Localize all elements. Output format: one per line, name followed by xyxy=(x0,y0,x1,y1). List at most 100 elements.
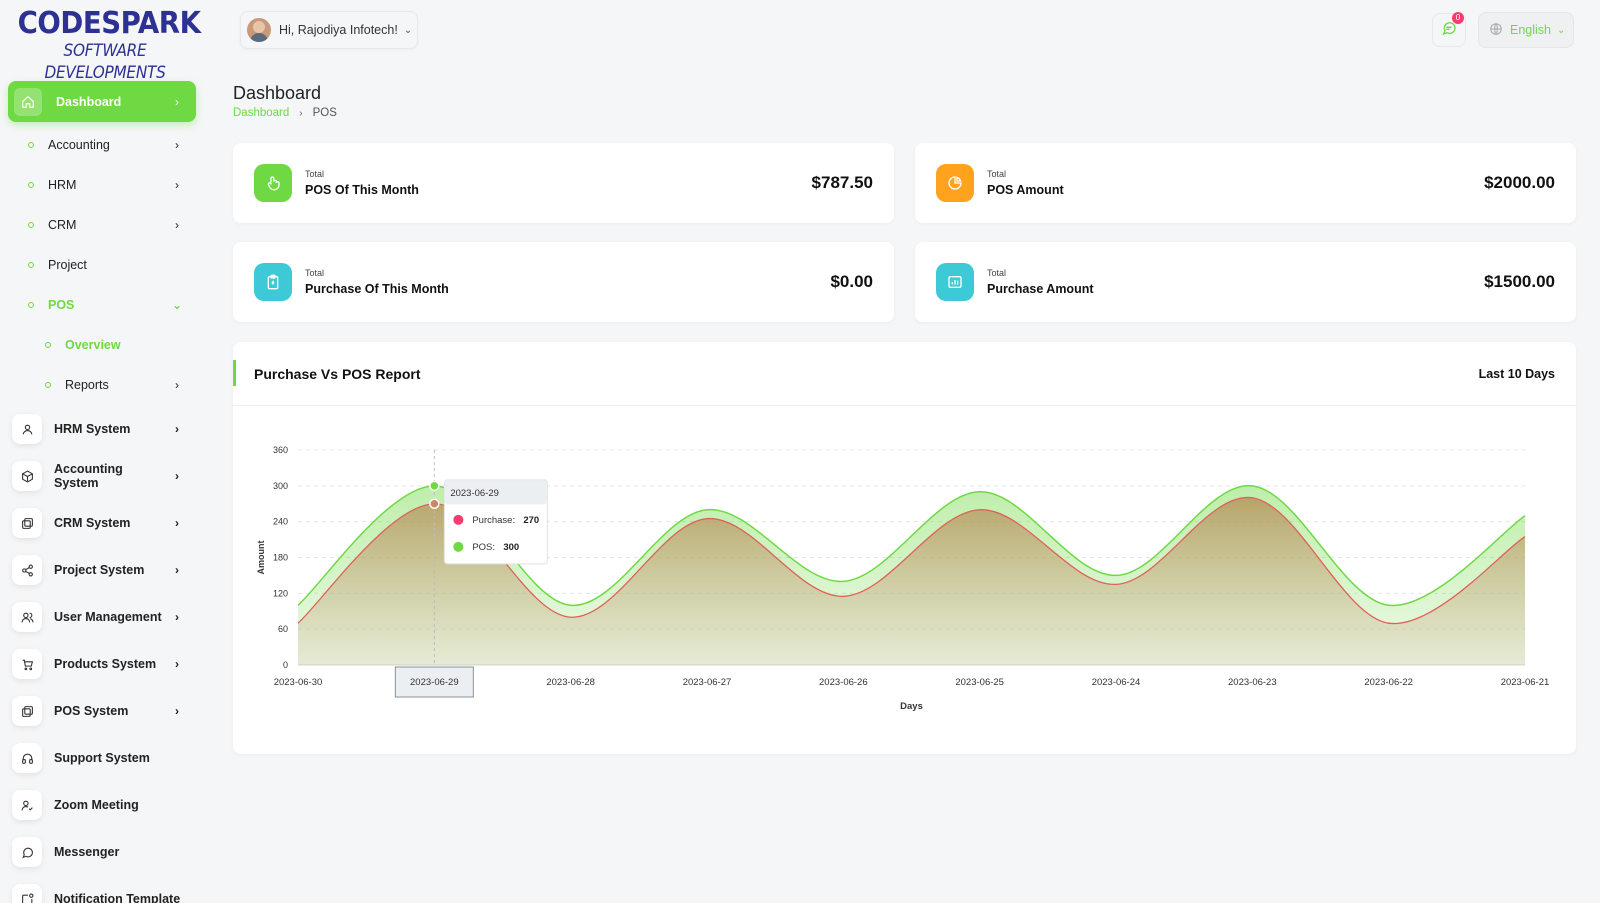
stat-label: POS Amount xyxy=(987,183,1064,197)
sidebar-subitem-crm[interactable]: CRM › xyxy=(0,213,196,237)
y-tick-label: 0 xyxy=(283,660,288,670)
y-tick-label: 360 xyxy=(273,445,288,455)
report-range[interactable]: Last 10 Days xyxy=(1478,366,1555,381)
sidebar-item-products-system[interactable]: Products System › xyxy=(0,647,196,681)
sidebar-subitem-project[interactable]: Project xyxy=(0,253,196,277)
report-header: Purchase Vs POS Report Last 10 Days xyxy=(233,342,1576,406)
x-tick-label: 2023-06-26 xyxy=(819,677,868,688)
headphones-icon xyxy=(12,743,42,773)
sidebar-item-label: User Management xyxy=(54,610,162,624)
y-axis-title: Amount xyxy=(256,541,266,575)
sidebar-subitem-hrm[interactable]: HRM › xyxy=(0,173,196,197)
y-tick-label: 240 xyxy=(273,517,288,527)
x-tick-label: 2023-06-24 xyxy=(1092,677,1141,688)
sidebar-subitem-overview[interactable]: Overview xyxy=(0,333,196,357)
chevron-right-icon: › xyxy=(175,378,179,392)
cart-icon xyxy=(12,649,42,679)
sidebar-item-support-system[interactable]: Support System xyxy=(0,741,196,775)
stat-label: Purchase Amount xyxy=(987,282,1094,296)
sidebar-item-label: Accounting System xyxy=(54,462,123,490)
sidebar-item-label: CRM System xyxy=(54,516,131,530)
stat-card-pos-amount: Total POS Amount $2000.00 xyxy=(915,143,1576,223)
report-card: Purchase Vs POS Report Last 10 Days 0 60 1… xyxy=(233,342,1576,754)
share-icon xyxy=(12,555,42,585)
stat-card-pos-month: Total POS Of This Month $787.50 xyxy=(233,143,894,223)
home-icon xyxy=(14,87,42,116)
stat-value: $2000.00 xyxy=(1484,173,1555,192)
sidebar-item-label: CRM xyxy=(48,218,77,232)
sidebar-item-label: Messenger xyxy=(54,845,120,859)
x-tick-label: 2023-06-22 xyxy=(1364,677,1413,688)
sidebar-item-label: POS xyxy=(48,298,75,312)
x-tick-label: 2023-06-27 xyxy=(683,677,732,688)
sidebar-item-label: Support System xyxy=(54,751,150,765)
y-tick-label: 60 xyxy=(278,624,288,634)
sidebar-item-hrm-system[interactable]: HRM System › xyxy=(0,412,196,446)
tooltip-series-name: Purchase: xyxy=(472,515,515,526)
sidebar-subitem-pos[interactable]: POS ⌄ xyxy=(0,293,196,317)
page-title: Dashboard xyxy=(233,83,322,103)
x-tick-label: 2023-06-25 xyxy=(955,677,1004,688)
user-greeting: Hi, Rajodiya Infotech! xyxy=(279,23,398,37)
sidebar-item-label: Project xyxy=(48,258,87,272)
tooltip-series-name: POS: xyxy=(472,542,495,553)
sidebar-subitem-accounting[interactable]: Accounting › xyxy=(0,133,196,157)
box-icon xyxy=(12,461,42,491)
sidebar-item-label: Accounting xyxy=(48,138,110,152)
chevron-right-icon: › xyxy=(299,107,303,119)
bullet-icon xyxy=(45,342,51,348)
stat-value: $787.50 xyxy=(811,173,873,192)
sidebar-item-label: POS System xyxy=(54,704,129,718)
y-tick-label: 180 xyxy=(273,553,288,563)
brand-name: CODESPARK xyxy=(17,6,201,41)
layers-icon xyxy=(12,508,42,538)
x-tick-label: 2023-06-28 xyxy=(546,677,595,688)
sidebar-item-user-management[interactable]: User Management › xyxy=(0,600,196,634)
breadcrumb-link[interactable]: Dashboard xyxy=(233,107,290,119)
chevron-right-icon: › xyxy=(175,422,179,436)
sidebar-item-project-system[interactable]: Project System › xyxy=(0,553,196,587)
sidebar-item-pos-system[interactable]: POS System › xyxy=(0,694,196,728)
language-select[interactable]: English ⌄ xyxy=(1478,12,1574,48)
bullet-icon xyxy=(28,142,34,148)
user-menu[interactable]: Hi, Rajodiya Infotech! ⌄ xyxy=(240,11,418,49)
sidebar-item-crm-system[interactable]: CRM System › xyxy=(0,506,196,540)
sidebar-subitem-reports[interactable]: Reports › xyxy=(0,373,196,397)
breadcrumb: Dashboard › POS xyxy=(233,107,337,119)
point-purchase xyxy=(429,498,440,509)
sidebar-item-dashboard[interactable]: Dashboard › xyxy=(8,81,196,122)
stat-caption: Total xyxy=(305,268,325,278)
sidebar-item-messenger[interactable]: Messenger xyxy=(0,835,196,869)
chevron-right-icon: › xyxy=(175,138,179,152)
chevron-right-icon: › xyxy=(175,218,179,232)
x-tick-label: 2023-06-30 xyxy=(274,677,323,688)
message-icon xyxy=(12,837,42,867)
stat-caption: Total xyxy=(987,268,1007,278)
chevron-right-icon: › xyxy=(175,516,179,530)
users-icon xyxy=(12,602,42,632)
sidebar-item-notification-template[interactable]: Notification Template xyxy=(0,882,196,903)
bullet-icon xyxy=(28,222,34,228)
brand-logo[interactable]: CODESPARK SOFTWARE DEVELOPMENTS xyxy=(10,6,201,84)
x-tick-label: 2023-06-21 xyxy=(1501,677,1550,688)
tooltip-swatch xyxy=(453,541,464,552)
sidebar-item-label: Project System xyxy=(54,563,145,577)
chevron-down-icon: ⌄ xyxy=(171,298,183,312)
sidebar-item-accounting-system[interactable]: Accounting System › xyxy=(0,459,196,493)
sidebar-item-label: HRM xyxy=(48,178,77,192)
notification-badge: 0 xyxy=(1452,12,1464,24)
brand-tagline: SOFTWARE DEVELOPMENTS xyxy=(44,41,166,83)
sidebar: CODESPARK SOFTWARE DEVELOPMENTS Dashboar… xyxy=(0,0,205,903)
tooltip-series-value: 300 xyxy=(503,542,519,553)
breadcrumb-current: POS xyxy=(312,107,337,119)
messages-button[interactable]: 0 xyxy=(1432,12,1466,47)
bar-chart-icon xyxy=(936,263,974,301)
bullet-icon xyxy=(28,182,34,188)
stat-label: Purchase Of This Month xyxy=(305,282,449,296)
stat-caption: Total xyxy=(987,169,1007,179)
chevron-right-icon: › xyxy=(175,563,179,577)
sidebar-item-label: Products System xyxy=(54,657,157,671)
sidebar-item-zoom-meeting[interactable]: Zoom Meeting xyxy=(0,788,196,822)
chevron-right-icon: › xyxy=(175,657,179,671)
chevron-right-icon: › xyxy=(175,94,179,109)
